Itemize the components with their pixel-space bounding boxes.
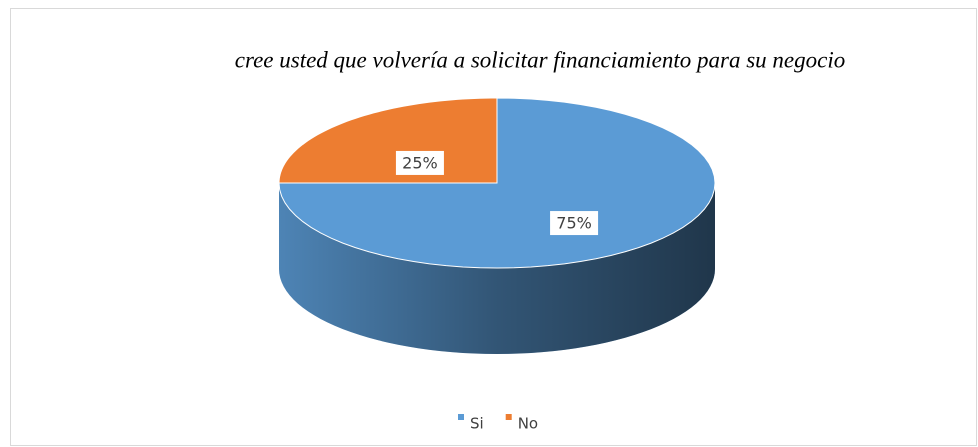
chart-title: cree usted que volvería a solicitar fina… (235, 47, 845, 72)
data-label: 75% (556, 214, 592, 233)
legend-swatch (458, 414, 464, 420)
legend-label: No (518, 415, 538, 433)
legend-label: Si (470, 415, 484, 433)
data-label-bg (395, 150, 444, 175)
legend-swatch (505, 414, 512, 420)
data-label: 25% (402, 153, 438, 172)
data-label-bg (550, 211, 599, 236)
